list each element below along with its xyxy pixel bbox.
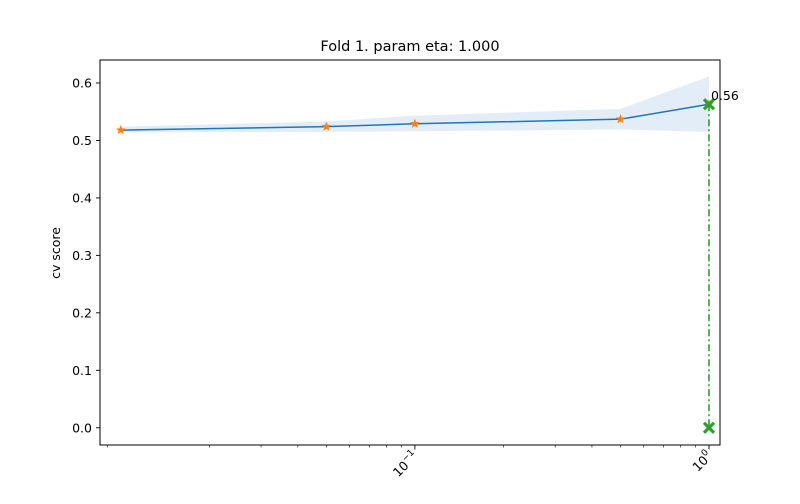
data-point-star (615, 113, 626, 124)
data-point-star (409, 118, 420, 128)
best-score-baseline-marker (702, 421, 716, 434)
chart-title: Fold 1. param eta: 1.000 (320, 39, 499, 55)
x-tick-label: 100 (688, 448, 715, 475)
y-tick-label: 0.4 (72, 190, 92, 205)
best-score-label: 0.56 (711, 88, 739, 103)
y-tick-label: 0.0 (72, 420, 92, 435)
y-tick-label: 0.6 (72, 75, 92, 90)
x-tick-label: 10−1 (389, 448, 421, 480)
confidence-band (120, 76, 709, 133)
plot-frame (99, 59, 721, 446)
y-tick-label: 0.3 (72, 248, 92, 263)
data-point-star (321, 121, 332, 131)
best-score-marker (702, 98, 716, 111)
confidence-band-layer (120, 76, 709, 133)
y-tick-label: 0.5 (72, 133, 92, 148)
data-point-star (115, 124, 126, 135)
y-tick-label: 0.2 (72, 305, 92, 320)
x-marker-stroke (702, 421, 716, 434)
x-marker-stroke (702, 98, 716, 111)
y-tick-label: 0.1 (72, 363, 92, 378)
y-axis-label: cv score (48, 227, 63, 279)
highlight-layer: 0.56 (702, 88, 739, 434)
